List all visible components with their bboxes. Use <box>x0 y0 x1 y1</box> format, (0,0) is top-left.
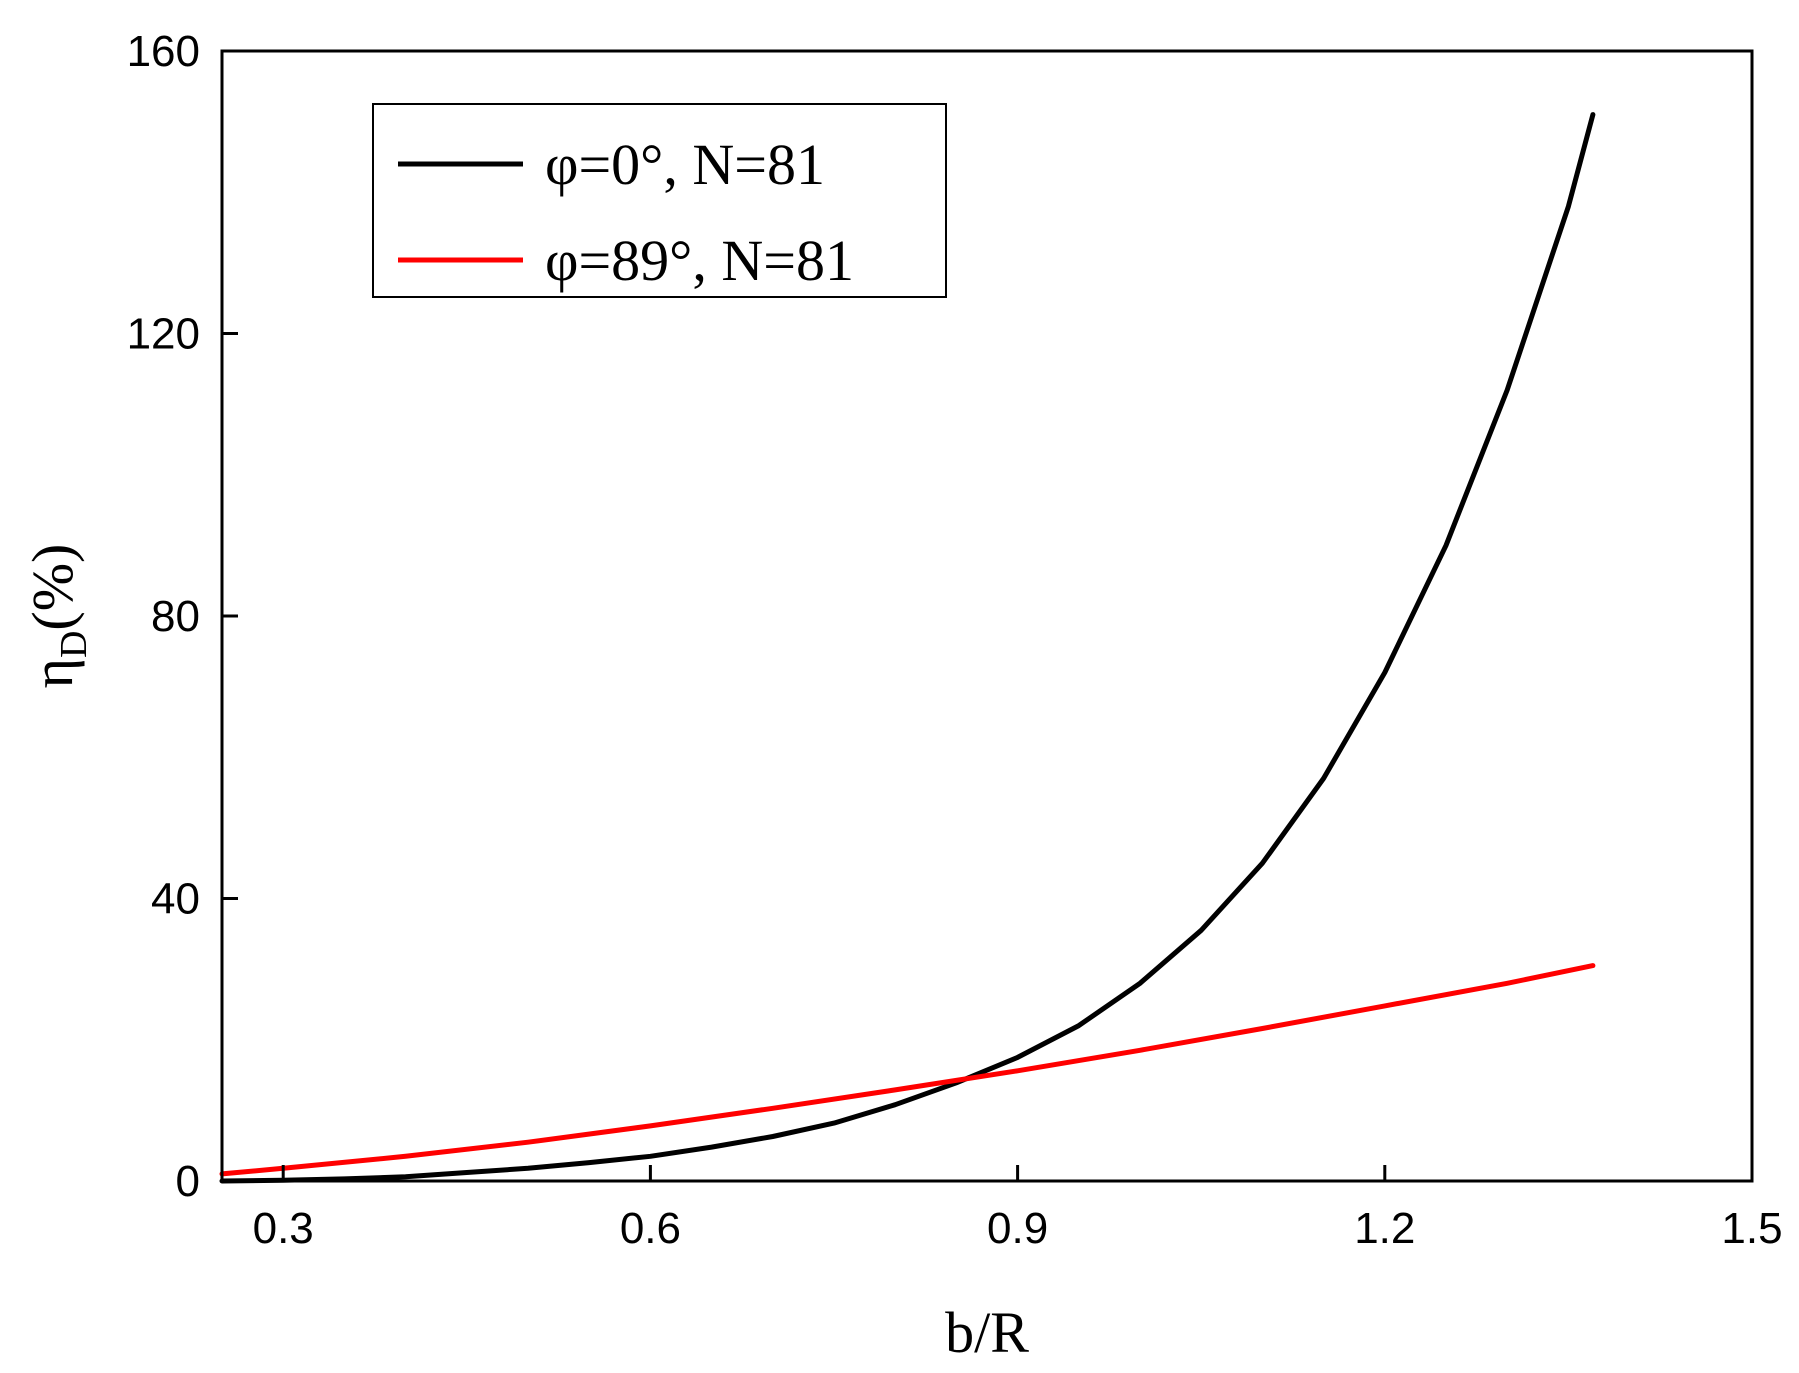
y-tick-label: 80 <box>151 592 200 641</box>
y-tick-label: 40 <box>151 875 200 924</box>
x-tick-label: 0.3 <box>253 1204 314 1253</box>
x-tick-label: 1.5 <box>1721 1204 1782 1253</box>
legend-label: φ=89°, N=81 <box>545 228 854 293</box>
series-line-2 <box>219 963 1596 1177</box>
y-tick-label: 160 <box>127 27 200 76</box>
y-tick-label: 120 <box>127 310 200 359</box>
legend-label: φ=0°, N=81 <box>545 132 825 197</box>
series-line-1 <box>219 112 1596 1184</box>
y-axis-title: ηD(%) <box>20 544 95 689</box>
x-tick-label: 0.9 <box>987 1204 1048 1253</box>
x-axis-title: b/R <box>945 1300 1029 1365</box>
x-tick-label: 0.6 <box>620 1204 681 1253</box>
series-layer <box>219 112 1596 1184</box>
y-axis-title-sub: D <box>53 631 95 658</box>
legend-box <box>372 103 947 298</box>
legend: φ=0°, N=81 φ=89°, N=81 <box>372 103 947 298</box>
y-axis-title-suffix: (%) <box>20 544 85 631</box>
y-tick-label: 0 <box>176 1157 200 1206</box>
y-axis-title-main: η <box>20 658 85 688</box>
ticks-layer: 0.3 0.6 0.9 1.2 1.5 0 40 80 120 160 <box>127 27 1783 1253</box>
x-tick-label: 1.2 <box>1354 1204 1415 1253</box>
